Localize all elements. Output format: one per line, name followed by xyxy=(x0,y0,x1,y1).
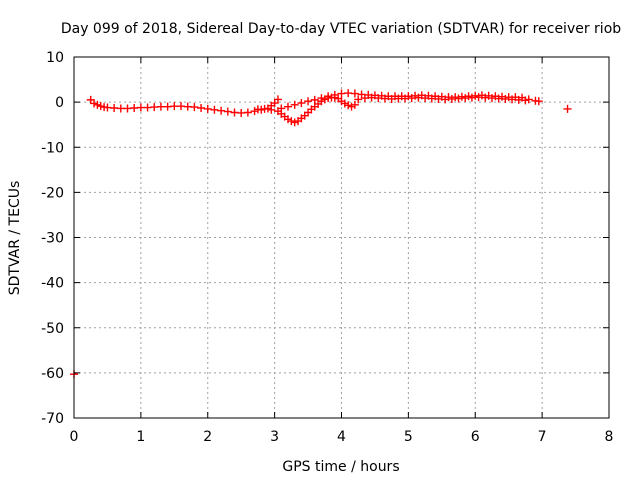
data-point xyxy=(521,96,530,105)
y-tick-label: 0 xyxy=(55,95,64,111)
data-point xyxy=(123,104,132,113)
x-tick-label: 0 xyxy=(70,429,79,445)
data-point xyxy=(344,89,353,98)
y-tick-label: -40 xyxy=(41,276,64,292)
data-point xyxy=(197,103,206,112)
data-point xyxy=(267,105,276,114)
x-tick-label: 2 xyxy=(203,429,212,445)
data-point xyxy=(387,94,396,103)
x-tick-labels: 0 1 2 3 4 5 6 7 8 xyxy=(70,429,614,445)
data-point xyxy=(150,103,159,112)
data-point xyxy=(434,94,443,103)
data-point xyxy=(217,106,226,115)
data-point xyxy=(481,93,490,102)
data-point xyxy=(170,102,179,111)
data-point xyxy=(380,94,389,103)
data-point xyxy=(116,104,125,113)
data-point xyxy=(304,97,313,106)
data-point xyxy=(501,94,510,103)
data-point xyxy=(310,95,319,104)
chart-title: Day 099 of 2018, Sidereal Day-to-day VTE… xyxy=(61,21,621,37)
data-point xyxy=(290,100,299,109)
data-point xyxy=(350,100,359,109)
x-tick-label: 7 xyxy=(538,429,547,445)
y-tick-label: -60 xyxy=(41,366,64,382)
data-point xyxy=(284,102,292,111)
y-tick-label: -20 xyxy=(41,185,64,201)
data-point xyxy=(136,103,145,112)
data-point xyxy=(447,94,456,103)
data-point xyxy=(461,94,470,103)
data-point xyxy=(177,102,185,111)
data-point xyxy=(563,104,572,113)
axis-ticks xyxy=(73,56,610,419)
data-point xyxy=(253,105,262,114)
data-point xyxy=(143,103,152,112)
data-point xyxy=(514,95,523,104)
data-point xyxy=(277,104,286,113)
y-tick-label: -70 xyxy=(41,411,64,427)
data-point xyxy=(534,97,543,106)
data-point xyxy=(441,95,450,104)
data-point xyxy=(350,89,359,98)
data-point xyxy=(421,94,430,103)
x-tick-label: 5 xyxy=(404,429,413,445)
y-tick-label: -10 xyxy=(41,140,64,156)
data-point xyxy=(454,94,463,103)
y-axis-label: SDTVAR / TECUs xyxy=(7,181,23,296)
x-tick-label: 3 xyxy=(270,429,279,445)
data-point xyxy=(183,102,192,111)
y-tick-label: -50 xyxy=(41,321,64,337)
data-point xyxy=(354,95,363,104)
data-point xyxy=(394,94,403,103)
x-tick-label: 4 xyxy=(337,429,346,445)
data-point xyxy=(190,103,199,112)
data-point xyxy=(330,90,339,99)
data-series xyxy=(70,89,572,379)
y-tick-label: -30 xyxy=(41,231,64,247)
data-point xyxy=(260,104,269,113)
data-point xyxy=(103,103,112,112)
data-point xyxy=(401,94,410,103)
data-point xyxy=(130,103,139,112)
data-point xyxy=(237,108,246,117)
data-point xyxy=(163,102,172,111)
data-point xyxy=(474,93,483,102)
x-axis-label: GPS time / hours xyxy=(282,459,399,475)
data-point xyxy=(156,102,165,111)
y-tick-label: 10 xyxy=(46,50,64,66)
data-point xyxy=(110,103,119,112)
data-point xyxy=(360,94,369,103)
grid-lines xyxy=(74,57,609,418)
data-point xyxy=(467,93,476,102)
data-point xyxy=(367,93,376,102)
data-point xyxy=(407,94,416,103)
data-point xyxy=(487,94,496,103)
data-point xyxy=(223,107,232,116)
data-point xyxy=(203,104,212,113)
x-tick-label: 6 xyxy=(471,429,480,445)
data-point xyxy=(337,89,346,98)
data-point xyxy=(243,108,252,117)
data-point xyxy=(297,99,306,108)
data-point xyxy=(273,95,282,104)
data-point xyxy=(230,108,239,117)
data-point xyxy=(414,93,423,102)
data-point xyxy=(508,95,517,104)
x-tick-label: 1 xyxy=(136,429,145,445)
data-point xyxy=(494,94,503,103)
data-point xyxy=(374,94,383,103)
data-point xyxy=(427,94,436,103)
y-tick-labels: -70 -60 -50 -40 -30 -20 -10 0 10 xyxy=(41,50,64,427)
x-tick-label: 8 xyxy=(605,429,614,445)
data-point xyxy=(317,94,326,103)
data-point xyxy=(324,92,333,101)
data-point xyxy=(210,105,219,114)
